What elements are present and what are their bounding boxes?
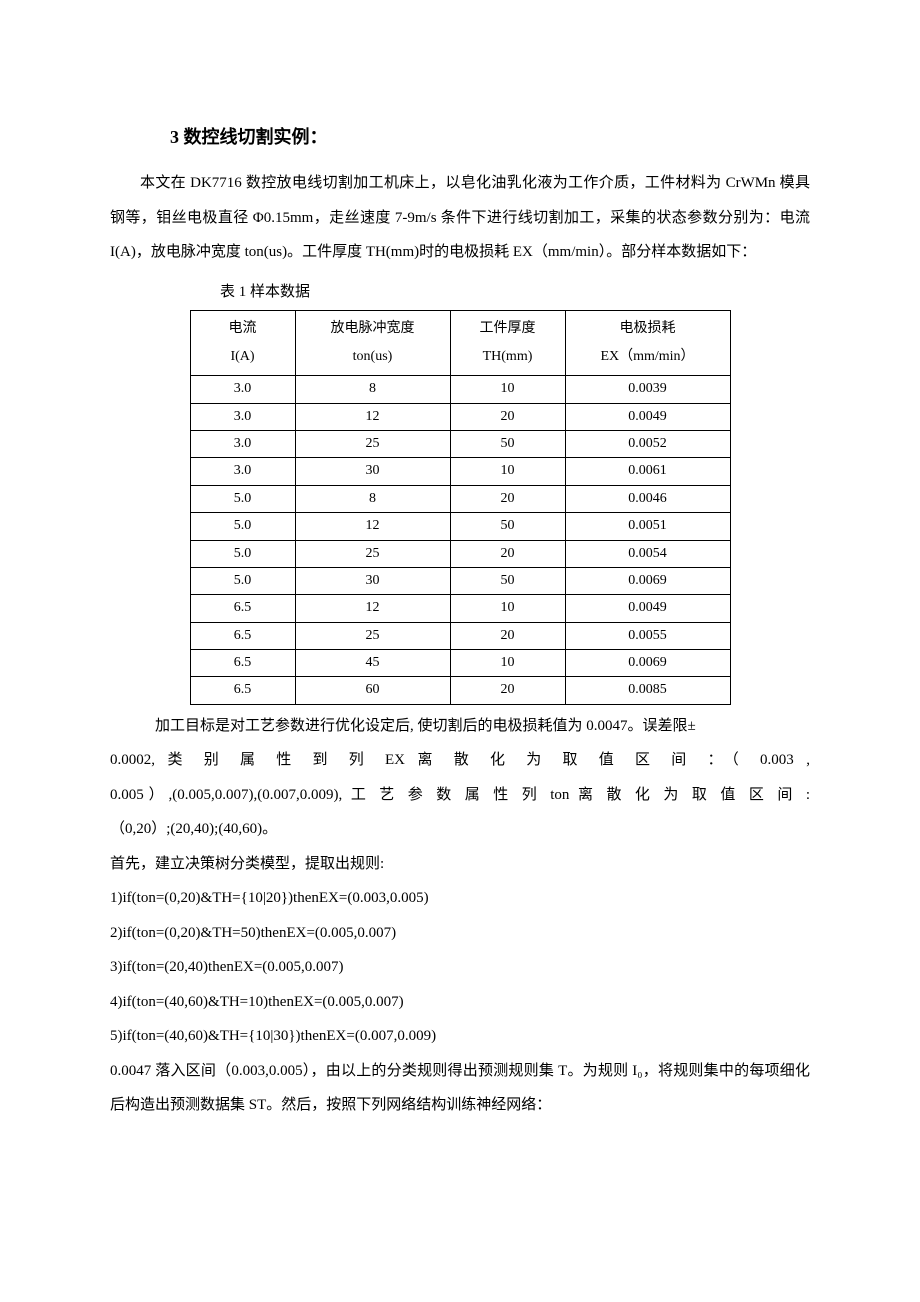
rule-4: 4)if(ton=(40,60)&TH=10)thenEX=(0.005,0.0…	[110, 985, 810, 1020]
table-cell: 10	[450, 458, 565, 485]
table-row: 6.560200.0085	[190, 677, 730, 704]
table-cell: 12	[295, 513, 450, 540]
table-cell: 6.5	[190, 650, 295, 677]
table-cell: 0.0055	[565, 622, 730, 649]
th-pulse-width: 放电脉冲宽度 ton(us)	[295, 311, 450, 376]
rule-5: 5)if(ton=(40,60)&TH={10|30})thenEX=(0.00…	[110, 1019, 810, 1054]
after-para-line4: （0,20）;(20,40);(40,60)。	[110, 812, 810, 847]
table-cell: 5.0	[190, 485, 295, 512]
table-cell: 0.0052	[565, 430, 730, 457]
after-para-line3: 0.005）,(0.005,0.007),(0.007,0.009), 工 艺 …	[110, 778, 810, 813]
table-cell: 0.0069	[565, 650, 730, 677]
after-para-line2: 0.0002, 类 别 属 性 到 列 EX 离 散 化 为 取 值 区 间 ：…	[110, 743, 810, 778]
table-cell: 0.0061	[565, 458, 730, 485]
rule-3: 3)if(ton=(20,40)thenEX=(0.005,0.007)	[110, 950, 810, 985]
after-para-line1: 加工目标是对工艺参数进行优化设定后, 使切割后的电极损耗值为 0.0047。误差…	[110, 709, 810, 744]
table-row: 3.08100.0039	[190, 376, 730, 403]
table-cell: 3.0	[190, 430, 295, 457]
table-row: 5.025200.0054	[190, 540, 730, 567]
table-cell: 25	[295, 430, 450, 457]
intro-paragraph: 本文在 DK7716 数控放电线切割加工机床上，以皂化油乳化液为工作介质，工件材…	[110, 166, 810, 270]
section-title: 3 数控线切割实例：	[170, 120, 810, 154]
table-cell: 10	[450, 595, 565, 622]
rules-intro: 首先，建立决策树分类模型，提取出规则:	[110, 847, 810, 882]
table-cell: 3.0	[190, 376, 295, 403]
table-header-row: 电流 I(A) 放电脉冲宽度 ton(us) 工件厚度 TH(mm) 电极损耗 …	[190, 311, 730, 376]
th-electrode-loss: 电极损耗 EX（mm/min）	[565, 311, 730, 376]
th-loss-unit: EX（mm/min）	[600, 349, 694, 364]
table-cell: 0.0051	[565, 513, 730, 540]
table-cell: 6.5	[190, 595, 295, 622]
table-cell: 12	[295, 403, 450, 430]
table-row: 5.08200.0046	[190, 485, 730, 512]
th-pulse-unit: ton(us)	[353, 349, 393, 364]
conclusion-para: 0.0047 落入区间（0.003,0.005），由以上的分类规则得出预测规则集…	[110, 1054, 810, 1123]
table-cell: 50	[450, 513, 565, 540]
th-thickness-label: 工件厚度	[480, 321, 536, 336]
th-current: 电流 I(A)	[190, 311, 295, 376]
table-cell: 0.0054	[565, 540, 730, 567]
table-caption: 表 1 样本数据	[220, 278, 810, 307]
table-cell: 20	[450, 403, 565, 430]
rule-2: 2)if(ton=(0,20)&TH=50)thenEX=(0.005,0.00…	[110, 916, 810, 951]
table-cell: 30	[295, 458, 450, 485]
table-cell: 0.0039	[565, 376, 730, 403]
th-current-unit: I(A)	[230, 349, 254, 364]
table-cell: 0.0049	[565, 595, 730, 622]
table-cell: 45	[295, 650, 450, 677]
table-cell: 30	[295, 567, 450, 594]
table-cell: 5.0	[190, 567, 295, 594]
table-cell: 20	[450, 677, 565, 704]
table-cell: 20	[450, 485, 565, 512]
table-cell: 10	[450, 376, 565, 403]
table-row: 3.030100.0061	[190, 458, 730, 485]
table-cell: 20	[450, 622, 565, 649]
table-cell: 12	[295, 595, 450, 622]
table-row: 3.012200.0049	[190, 403, 730, 430]
th-loss-label: 电极损耗	[620, 321, 676, 336]
table-cell: 0.0085	[565, 677, 730, 704]
table-cell: 25	[295, 622, 450, 649]
th-thickness: 工件厚度 TH(mm)	[450, 311, 565, 376]
sample-data-table: 电流 I(A) 放电脉冲宽度 ton(us) 工件厚度 TH(mm) 电极损耗 …	[190, 310, 731, 705]
table-cell: 10	[450, 650, 565, 677]
table-cell: 6.5	[190, 677, 295, 704]
table-cell: 3.0	[190, 403, 295, 430]
table-cell: 50	[450, 567, 565, 594]
page: 3 数控线切割实例： 本文在 DK7716 数控放电线切割加工机床上，以皂化油乳…	[0, 0, 920, 1302]
table-row: 5.012500.0051	[190, 513, 730, 540]
rule-1: 1)if(ton=(0,20)&TH={10|20})thenEX=(0.003…	[110, 881, 810, 916]
table-cell: 5.0	[190, 513, 295, 540]
table-cell: 60	[295, 677, 450, 704]
table-cell: 0.0046	[565, 485, 730, 512]
table-cell: 8	[295, 485, 450, 512]
table-row: 6.525200.0055	[190, 622, 730, 649]
table-cell: 5.0	[190, 540, 295, 567]
th-current-label: 电流	[229, 321, 257, 336]
table-row: 5.030500.0069	[190, 567, 730, 594]
table-body: 3.08100.00393.012200.00493.025500.00523.…	[190, 376, 730, 705]
table-row: 6.512100.0049	[190, 595, 730, 622]
table-cell: 25	[295, 540, 450, 567]
table-cell: 0.0069	[565, 567, 730, 594]
th-thickness-unit: TH(mm)	[483, 349, 533, 364]
table-cell: 0.0049	[565, 403, 730, 430]
table-row: 6.545100.0069	[190, 650, 730, 677]
table-cell: 6.5	[190, 622, 295, 649]
table-cell: 20	[450, 540, 565, 567]
table-cell: 3.0	[190, 458, 295, 485]
table-row: 3.025500.0052	[190, 430, 730, 457]
table-cell: 50	[450, 430, 565, 457]
th-pulse-label: 放电脉冲宽度	[331, 321, 415, 336]
table-cell: 8	[295, 376, 450, 403]
